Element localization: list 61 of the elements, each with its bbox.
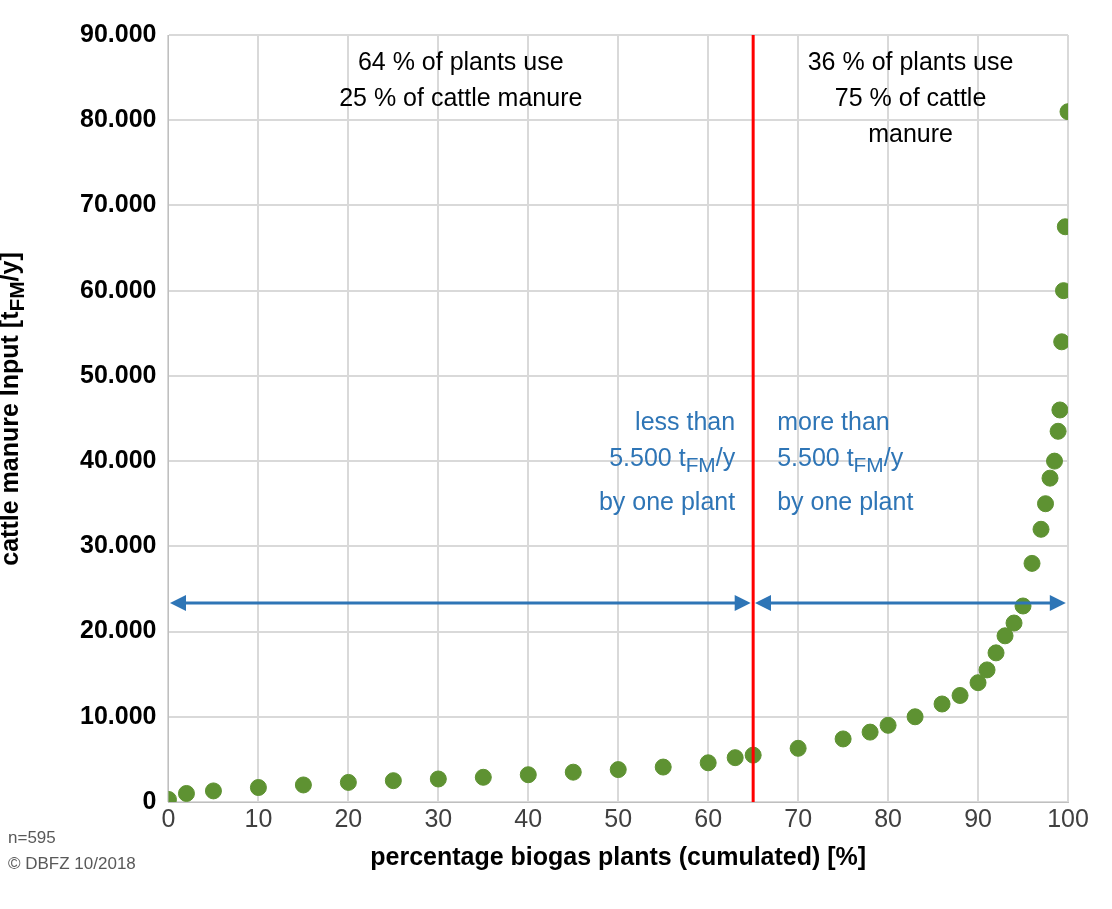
point [1005,614,1023,632]
text: n=595 [8,827,56,849]
y-tick-label: 80.000 [80,104,157,133]
x-tick-label: 80 [874,803,902,832]
point [906,708,924,726]
point [996,627,1014,645]
point [1037,495,1055,513]
x-tick-label: 30 [424,803,453,832]
point [933,695,951,713]
x-tick-label: 60 [694,803,723,832]
x-tick-label: 40 [514,803,543,832]
annotation: more than 5.500 t$_{FM}$/y by one plant [777,406,914,518]
point [978,661,996,679]
y-tick-label: 90.000 [80,18,157,47]
point [969,674,987,692]
x-tick-label: 20 [334,803,363,832]
y-tick-label: 20.000 [80,615,157,644]
point [249,779,267,797]
point [1046,452,1064,470]
point [726,749,744,767]
x-axis-title: percentage biogas plants (cumulated) [%] [369,842,868,871]
point [177,784,195,802]
y-tick-label: 40.000 [80,445,157,473]
point [987,644,1005,662]
x-tick-label: 0 [161,803,176,832]
point [951,686,969,704]
point [1023,554,1041,572]
point [861,723,879,741]
point [699,754,717,772]
point [609,761,627,779]
x-tick-label: 50 [604,803,633,832]
y-tick-label: 10.000 [80,700,157,729]
x-tick-label: 100 [1047,803,1089,832]
annotation: 64 % of plants use 25 % of cattle manure [338,46,584,113]
point [204,782,222,800]
y-tick-label: 70.000 [80,189,157,218]
point [1032,520,1050,538]
annotation: 36 % of plants use 75 % of cattle manure [806,46,1015,149]
point [384,772,402,790]
x-tick-label: 70 [784,803,813,832]
y-tick-label: 0 [142,785,157,814]
point [1051,401,1068,419]
point [339,773,357,791]
point [429,770,447,788]
point [654,758,672,776]
point [1049,422,1067,440]
y-tick-label: 60.000 [80,274,157,303]
annotation: less than 5.500 t$_{FM}$/y by one plant [598,406,736,518]
y-tick-label: 50.000 [80,359,157,388]
point [834,730,852,748]
point [789,739,807,757]
point [1041,469,1059,487]
text: © DBFZ 10/2018 [8,853,136,875]
point [879,716,897,734]
point [294,776,312,794]
x-tick-label: 10 [244,803,273,832]
x-tick-label: 90 [964,803,992,832]
point [564,763,582,781]
y-tick-label: 30.000 [80,530,157,559]
point [519,766,537,784]
point [474,768,492,786]
